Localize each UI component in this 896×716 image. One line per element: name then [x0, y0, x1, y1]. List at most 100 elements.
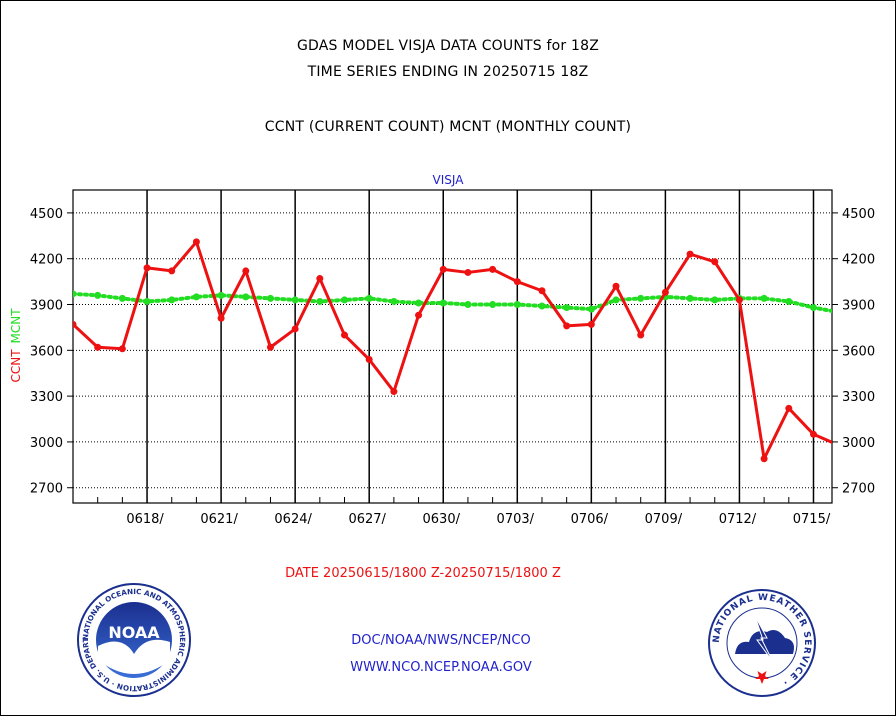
ccnt-point [612, 282, 620, 290]
mcnt-point [587, 305, 595, 313]
noaa-logo: NATIONAL OCEANIC AND ATMOSPHERIC ADMINIS… [74, 580, 191, 697]
ccnt-point [809, 430, 817, 438]
mcnt-point [835, 309, 842, 316]
ccnt-point [464, 268, 472, 276]
ccnt-point [415, 311, 423, 319]
ccnt-point [168, 267, 176, 275]
x-tick-label: 0618/ [126, 512, 164, 527]
ccnt-point [316, 275, 324, 283]
mcnt-point [94, 291, 102, 299]
ccnt-point [118, 345, 126, 353]
ccnt-point [661, 288, 669, 296]
plot-area-border [72, 189, 833, 504]
mcnt-point [390, 297, 398, 305]
mcnt-point [192, 293, 200, 301]
ccnt-point [291, 325, 299, 333]
mcnt-point [513, 301, 521, 309]
mcnt-point [217, 291, 225, 299]
mcnt-point [612, 296, 620, 304]
x-tick-label: 0709/ [645, 512, 683, 527]
y-tick-label-left: 3300 [30, 390, 63, 405]
ccnt-point [390, 388, 398, 396]
mcnt-point [809, 304, 817, 312]
mcnt-point [316, 297, 324, 305]
ccnt-point [242, 267, 250, 275]
y-tick-label-right: 3300 [842, 390, 875, 405]
mcnt-point [143, 297, 151, 305]
ccnt-point [563, 322, 571, 330]
ccnt-point [73, 320, 77, 328]
mcnt-point [538, 302, 546, 310]
y-tick-label-right: 3000 [842, 436, 875, 451]
ccnt-point [439, 265, 447, 273]
y-axis-label-mcnt: MCNT [9, 308, 23, 344]
nws-logo: NATIONAL WEATHER SERVICE · [708, 589, 816, 697]
mcnt-point [242, 293, 250, 301]
mcnt-point [341, 296, 349, 304]
ccnt-point [760, 455, 768, 463]
ccnt-point [266, 343, 274, 351]
chart-title-line2: TIME SERIES ENDING IN 20250715 18Z [307, 64, 589, 80]
x-tick-label: 0627/ [348, 512, 386, 527]
x-tick-label: 0706/ [571, 512, 609, 527]
url-label: WWW.NCO.NCEP.NOAA.GOV [350, 660, 532, 675]
mcnt-point [637, 294, 645, 302]
mcnt-point [489, 301, 497, 309]
x-tick-label: 0712/ [719, 512, 757, 527]
y-tick-label-left: 4500 [30, 207, 63, 222]
mcnt-point [118, 294, 126, 302]
mcnt-point [711, 296, 719, 304]
mcnt-point [439, 299, 447, 307]
mcnt-point [785, 297, 793, 305]
mcnt-point [760, 294, 768, 302]
org-label: DOC/NOAA/NWS/NCEP/NCO [351, 633, 531, 648]
ccnt-point [192, 238, 200, 246]
chart-title-line1: GDAS MODEL VISJA DATA COUNTS for 18Z [297, 38, 599, 54]
mcnt-point [686, 294, 694, 302]
ccnt-point [711, 258, 719, 266]
ccnt-point [143, 264, 151, 272]
ccnt-series-line [73, 240, 832, 461]
x-tick-label: 0621/ [200, 512, 238, 527]
x-tick-label: 0630/ [423, 512, 461, 527]
y-tick-label-right: 4200 [842, 253, 875, 268]
ccnt-point [735, 296, 743, 304]
ccnt-point [489, 265, 497, 273]
noaa-logo-text: NOAA [108, 623, 160, 642]
x-tick-label: 0703/ [497, 512, 535, 527]
ccnt-point [686, 250, 694, 258]
ccnt-point [513, 278, 521, 286]
mcnt-point [563, 304, 571, 312]
mcnt-point [365, 294, 373, 302]
y-tick-label-right: 3600 [842, 344, 875, 359]
plot-title: VISJA [433, 173, 465, 187]
ccnt-point [835, 441, 842, 448]
ccnt-point [217, 314, 225, 322]
y-tick-label-left: 4200 [30, 253, 63, 268]
ccnt-point [341, 331, 349, 339]
mcnt-point [291, 296, 299, 304]
mcnt-point [73, 290, 77, 298]
y-tick-label-left: 3000 [30, 436, 63, 451]
ccnt-point [637, 331, 645, 339]
ccnt-point [785, 404, 793, 412]
mcnt-point [464, 301, 472, 309]
ccnt-point [94, 343, 102, 351]
x-tick-label: 0715/ [793, 512, 831, 527]
date-range-label: DATE 20250615/1800 Z-20250715/1800 Z [285, 566, 561, 581]
y-tick-label-right: 4500 [842, 207, 875, 222]
chart-title-line3: CCNT (CURRENT COUNT) MCNT (MONTHLY COUNT… [264, 119, 632, 135]
x-tick-label: 0624/ [274, 512, 312, 527]
y-tick-label-left: 3900 [30, 299, 63, 314]
ccnt-point [538, 287, 546, 295]
mcnt-point [266, 294, 274, 302]
ccnt-point [587, 320, 595, 328]
mcnt-point [168, 296, 176, 304]
y-tick-label-left: 3600 [30, 344, 63, 359]
y-tick-label-right: 2700 [842, 482, 875, 497]
y-tick-label-left: 2700 [30, 482, 63, 497]
y-axis-label-ccnt: CCNT [9, 349, 23, 383]
mcnt-series-line [73, 291, 832, 314]
y-tick-label-right: 3900 [842, 299, 875, 314]
